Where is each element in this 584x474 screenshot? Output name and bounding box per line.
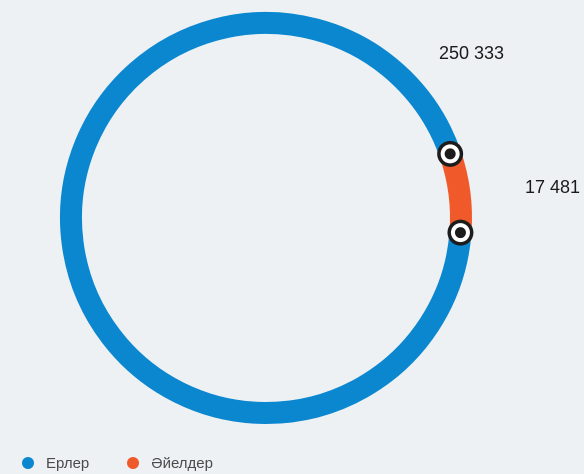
slice-boundary-markers (437, 140, 474, 246)
legend-label-men: Ерлер (46, 454, 90, 472)
legend-item-women[interactable]: Әйелдер (127, 455, 213, 472)
legend-swatch-women (127, 457, 140, 469)
value-label-men: 250 333 (439, 43, 504, 63)
donut-slices (60, 12, 472, 424)
legend-swatch-men (22, 457, 34, 469)
value-label-women: 17 481 (525, 177, 580, 197)
marker-upper (437, 140, 464, 167)
chart-legend: Ерлер Әйелдер (22, 453, 251, 473)
marker-lower (447, 219, 474, 246)
legend-label-women: Әйелдер (151, 454, 213, 472)
slice-men[interactable] (60, 12, 472, 424)
slice-value-labels: 250 333 17 481 (439, 43, 580, 197)
legend-item-men[interactable]: Ерлер (22, 455, 89, 472)
